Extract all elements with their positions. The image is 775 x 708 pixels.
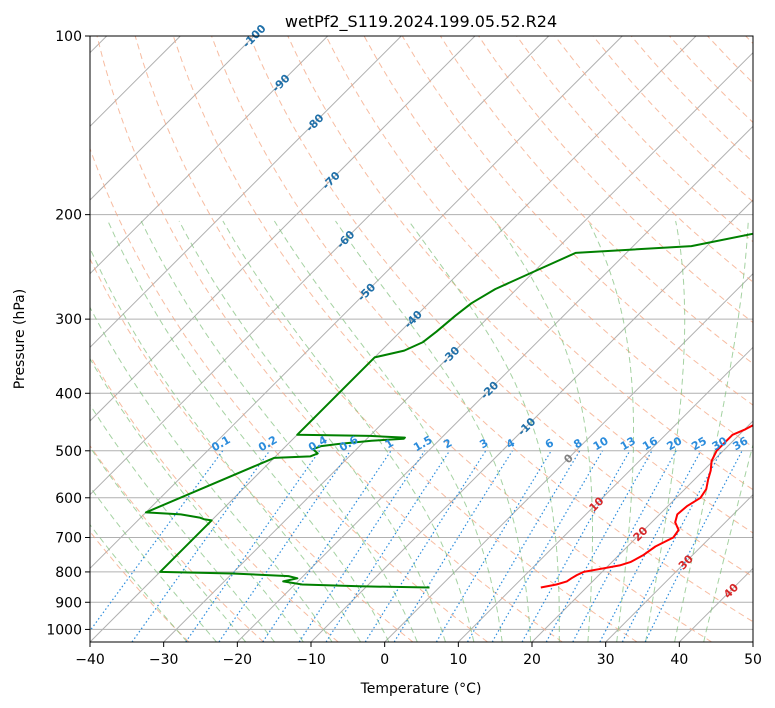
moist-adiabat-line xyxy=(90,306,333,642)
x-tick-label: −40 xyxy=(75,652,105,668)
dry-adiabat-line xyxy=(172,36,712,642)
moist-adiabat-line xyxy=(90,247,362,642)
isotherm-line xyxy=(90,36,623,570)
moist-adiabat-line xyxy=(335,220,532,642)
mixing-ratio-line xyxy=(545,450,653,642)
mixing-ratio-line xyxy=(218,450,351,642)
x-tick-label: −10 xyxy=(296,652,326,668)
moist-adiabat-line xyxy=(107,220,390,642)
moist-adiabat-line xyxy=(674,220,749,642)
dry-adiabat-line xyxy=(90,444,264,642)
dry-adiabat-line xyxy=(516,36,753,283)
profile-lines xyxy=(144,232,753,589)
isotherm-line xyxy=(90,36,402,349)
mixing-ratio-line xyxy=(572,450,677,642)
y-tick-label: 600 xyxy=(55,491,82,507)
isotherm-line xyxy=(90,36,550,496)
dry-adiabat-line xyxy=(96,36,563,642)
dry-adiabat-line xyxy=(325,36,753,491)
y-tick-label: 500 xyxy=(55,444,82,460)
dry-adiabat-line xyxy=(90,257,414,642)
mixing-ratio-line xyxy=(185,450,321,642)
isotherm-line xyxy=(457,346,753,642)
y-tick-label: 1000 xyxy=(46,622,82,638)
mixing-ratio-line xyxy=(298,450,426,642)
background-lines xyxy=(90,36,753,642)
moist-adiabat-line xyxy=(90,357,304,642)
moist-adiabat-line xyxy=(494,220,593,642)
dry-adiabat-line xyxy=(134,36,638,642)
isotherm-line xyxy=(384,272,753,642)
y-axis-label: Pressure (hPa) xyxy=(12,289,28,389)
moist-adiabat-line xyxy=(587,220,634,642)
moist-adiabat-line xyxy=(645,220,686,642)
plot-frame xyxy=(89,35,754,643)
moist-adiabat-line xyxy=(178,220,446,642)
y-tick-label: 900 xyxy=(55,595,82,611)
x-tick-label: 0 xyxy=(380,652,389,668)
dry-adiabat-line xyxy=(287,36,753,534)
mixing-ratio-line xyxy=(644,450,743,642)
isotherm-line xyxy=(90,36,255,201)
isotherm-line xyxy=(236,125,753,642)
moist-adiabat-line xyxy=(90,403,275,642)
y-tick-label: 100 xyxy=(55,29,82,45)
y-tick-label: 200 xyxy=(55,208,82,224)
moist-adiabat-line xyxy=(90,446,247,642)
isotherm-line xyxy=(90,36,329,275)
x-tick-label: −30 xyxy=(149,652,179,668)
mixing-ratio-line xyxy=(599,450,702,642)
x-tick-label: −20 xyxy=(223,652,253,668)
dry-adiabat-line xyxy=(211,36,753,623)
y-tick-label: 300 xyxy=(55,312,82,328)
dewpoint-profile-line xyxy=(144,232,753,589)
isotherm-line xyxy=(605,493,753,642)
mixing-ratio-line xyxy=(364,450,487,642)
x-tick-label: 50 xyxy=(744,652,762,668)
mixing-ratio-line xyxy=(521,450,631,642)
mixing-ratio-line xyxy=(435,450,552,642)
moist-adiabat-line xyxy=(90,523,188,642)
moist-adiabat-line xyxy=(90,485,217,642)
mixing-ratio-line xyxy=(131,450,271,642)
mixing-ratio-line xyxy=(325,450,451,642)
isotherm-line xyxy=(163,51,753,642)
axis-ticks: −40 −30 −20 −10 0 10 20 30 40 50 100 200 300 400 500 60… xyxy=(46,29,762,668)
chart-title: wetPf2_S119.2024.199.05.52.R24 xyxy=(285,12,557,32)
isotherm-line xyxy=(531,420,753,642)
mixing-ratio-line xyxy=(90,450,224,632)
dry-adiabat-line xyxy=(90,354,339,642)
y-tick-label: 700 xyxy=(55,531,82,547)
x-tick-label: 40 xyxy=(670,652,688,668)
y-tick-label: 400 xyxy=(55,386,82,402)
x-tick-label: 30 xyxy=(597,652,615,668)
temperature-profile-line xyxy=(540,424,753,589)
y-tick-label: 800 xyxy=(55,565,82,581)
dry-adiabat-line xyxy=(249,36,753,578)
x-tick-label: 20 xyxy=(523,652,541,668)
x-tick-label: 10 xyxy=(449,652,467,668)
moist-adiabat-line xyxy=(222,220,475,642)
x-axis-label: Temperature (°C) xyxy=(360,681,482,697)
mixing-ratio-line xyxy=(262,450,392,642)
